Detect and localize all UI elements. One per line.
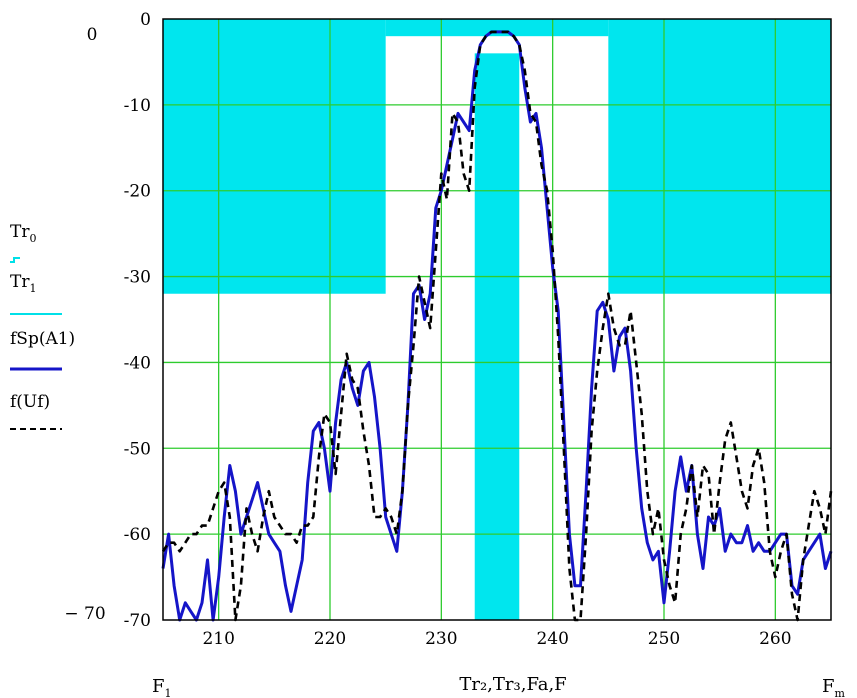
x-name-right: Fm [822,676,846,698]
x-name-left-sub: 1 [165,687,172,698]
y-tick-label: -20 [124,182,151,202]
series-line-f-uf [161,30,833,622]
x-name-left-base: F [152,676,165,697]
x-name-center: Tr₂,Tr₃,Fa,F [459,674,566,695]
legend-tr0-sub: 0 [29,232,36,245]
y-extra-top-label: 0 [87,25,98,45]
x-tick-labels: 210 220 230 240 250 260 [202,629,791,649]
y-tick-label: -60 [124,525,151,545]
legend-tr1-sub: 1 [29,282,36,295]
mask-region-3 [474,53,520,621]
y-tick-label: -30 [124,268,151,288]
mask-regions [163,19,831,621]
mask-region-2 [608,19,831,294]
x-tick-label: 240 [536,629,568,649]
x-tick-label: 210 [202,629,234,649]
y-tick-label: 0 [140,10,151,30]
mask-region-0 [163,19,386,294]
legend: Tr0 Tr1 fSp(A1) f(Uf) [10,222,75,430]
y-tick-label: -50 [124,439,151,459]
x-name-right-base: F [822,676,835,697]
legend-fsp-label: fSp(A1) [10,329,75,349]
x-tick-label: 250 [648,629,680,649]
legend-tr1-label: Tr1 [10,272,36,295]
y-tick-label: -70 [124,611,151,631]
series-lines [161,30,833,622]
legend-tr0-label: Tr0 [10,222,36,245]
gridlines [163,19,831,620]
x-name-right-sub: m [835,687,846,698]
legend-tr0-base: Tr [10,222,30,242]
y-tick-labels: 0 -10 -20 -30 -40 -50 -60 -70 [124,10,151,631]
legend-tr0-swatch [10,257,20,263]
y-tick-label: -40 [124,353,151,373]
legend-fuf-label: f(Uf) [10,392,50,412]
y-extra-bottom-label: − 70 [64,604,105,624]
plot-frame [162,18,832,621]
legend-tr1-base: Tr [10,272,30,292]
y-tick-label: -10 [124,96,151,116]
x-tick-label: 230 [425,629,457,649]
mask-region-1 [385,19,609,37]
series-line-fsp-a1 [161,30,833,622]
x-name-left: F1 [152,676,172,698]
x-tick-label: 220 [314,629,346,649]
x-tick-label: 260 [759,629,791,649]
